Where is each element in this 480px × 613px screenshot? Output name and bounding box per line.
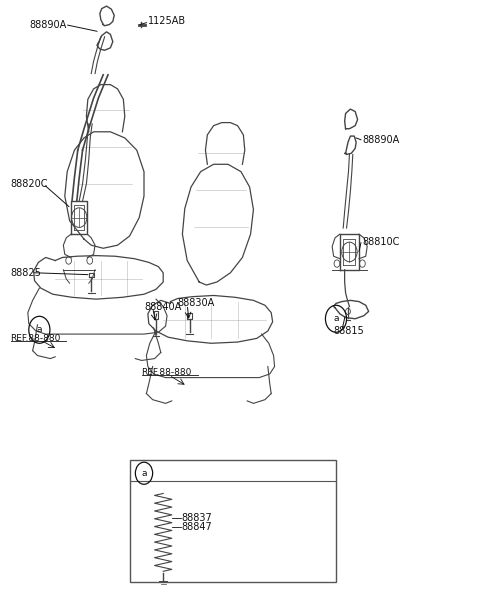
Text: 88890A: 88890A: [362, 135, 400, 145]
Text: a: a: [36, 326, 42, 334]
Text: 88810C: 88810C: [362, 237, 400, 247]
Text: 1125AB: 1125AB: [148, 17, 186, 26]
Text: 88815: 88815: [334, 326, 364, 336]
Text: a: a: [141, 469, 147, 478]
Text: 88837: 88837: [181, 513, 212, 523]
Text: 88840A: 88840A: [144, 302, 181, 311]
Text: 88825: 88825: [11, 268, 41, 278]
Text: 88820C: 88820C: [11, 179, 48, 189]
Text: 88830A: 88830A: [178, 299, 215, 308]
Bar: [130, 460, 336, 582]
Text: REF.88-880: REF.88-880: [11, 334, 61, 343]
Text: 88890A: 88890A: [30, 20, 67, 29]
Text: REF.88-880: REF.88-880: [142, 368, 192, 377]
Text: a: a: [333, 314, 339, 323]
Text: 88847: 88847: [181, 522, 212, 532]
